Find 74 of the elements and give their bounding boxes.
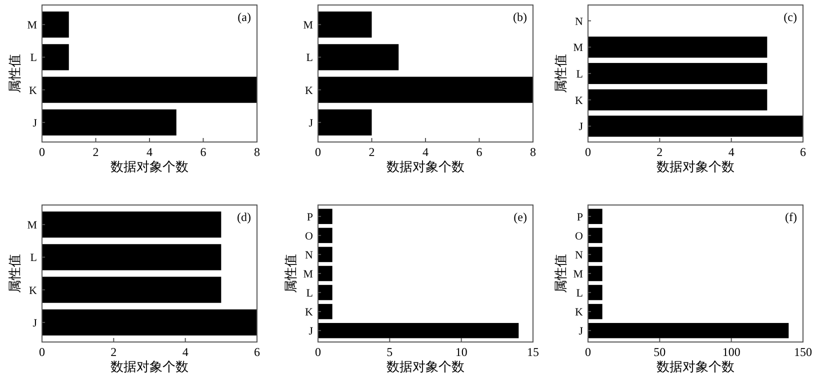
annotation: (b) [513,10,527,24]
y-tick-label: P [306,211,313,224]
y-tick-label: N [305,249,314,262]
x-tick-label: 6 [800,145,806,159]
x-tick-label: 5 [386,345,393,359]
y-tick-label: M [573,268,584,280]
y-tick-label: J [308,326,314,338]
y-tick-label: K [575,306,584,319]
y-tick-label: N [575,249,584,262]
x-axis-title: 数据对象个数 [110,159,188,174]
y-tick-label: N [575,16,584,28]
y-tick-label: M [27,20,38,32]
x-tick-label: 0 [585,145,591,159]
y-tick-label: M [303,20,314,32]
x-tick-label: 150 [794,345,812,359]
y-tick-label: L [30,52,38,64]
y-axis-title: 属性值 [553,254,568,293]
y-axis-title: 属性值 [7,54,22,93]
y-tick-label: K [29,284,38,297]
y-tick-label: O [575,230,584,242]
y-tick-label: L [576,288,584,300]
x-tick-label: 4 [146,145,152,159]
y-tick-label: K [305,84,314,97]
annotation: (c) [784,10,797,24]
x-tick-label: 4 [182,345,188,359]
annotation: (f) [785,210,797,224]
x-tick-label: 50 [654,345,666,359]
y-tick-label: K [29,84,38,97]
x-axis-title: 数据对象个数 [656,159,734,174]
x-axis-title: 数据对象个数 [386,159,464,174]
x-tick-label: 4 [728,145,734,159]
x-axis-title: 数据对象个数 [656,359,734,374]
x-axis-title: 数据对象个数 [386,359,464,374]
x-tick-label: 10 [455,345,468,359]
x-axis-title: 数据对象个数 [110,359,188,374]
y-tick-label: L [306,288,314,300]
x-tick-label: 0 [315,145,321,159]
x-tick-label: 6 [200,145,206,159]
y-tick-label: L [306,52,314,64]
y-axis-title: 属性值 [553,54,568,93]
y-axis-title: 属性值 [7,254,22,293]
x-tick-label: 0 [585,345,591,359]
x-tick-label: 2 [368,145,375,159]
x-tick-label: 4 [422,145,428,159]
y-tick-label: M [27,220,38,232]
x-tick-label: 2 [656,145,663,159]
y-tick-label: L [30,252,38,264]
y-axis-title: 属性值 [283,254,298,293]
x-tick-label: 8 [254,145,260,159]
annotation: (e) [514,210,527,224]
x-tick-label: 2 [92,145,99,159]
y-tick-label: O [305,230,314,242]
annotation: (d) [237,210,251,224]
x-tick-label: 100 [722,345,740,359]
y-tick-label: L [576,68,584,80]
y-tick-label: K [305,306,314,319]
y-tick-label: K [575,94,584,107]
x-tick-label: 6 [254,345,260,359]
x-tick-label: 0 [315,345,321,359]
y-tick-label: J [308,117,314,130]
x-tick-label: 6 [476,145,482,159]
y-tick-label: J [578,121,584,134]
y-tick-label: J [578,326,584,338]
x-tick-label: 0 [39,345,45,359]
x-tick-label: 15 [527,345,539,359]
y-tick-label: P [576,211,583,224]
annotation: (a) [238,10,251,24]
y-tick-label: M [303,268,314,280]
x-tick-label: 8 [530,145,536,159]
x-tick-label: 0 [39,145,45,159]
y-tick-label: J [32,117,38,130]
y-tick-label: M [573,42,584,54]
y-tick-label: J [32,317,38,330]
x-tick-label: 2 [110,345,117,359]
